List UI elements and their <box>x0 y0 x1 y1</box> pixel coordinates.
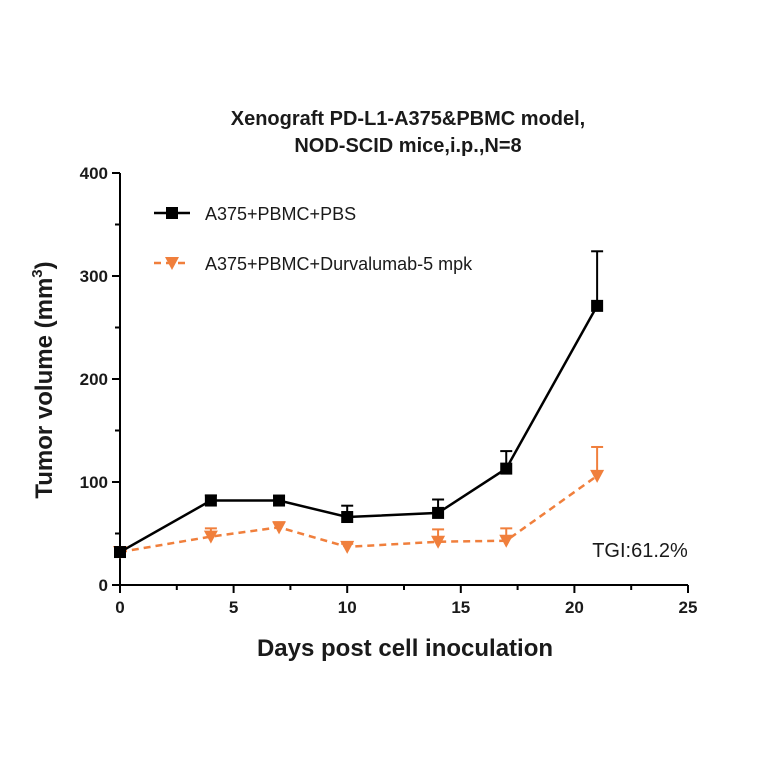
data-point <box>204 494 217 507</box>
series-1 <box>113 445 605 560</box>
legend-marker <box>165 257 179 270</box>
y-tick-label: 0 <box>99 576 108 595</box>
series-line <box>119 474 598 554</box>
chart-title-line-1: Xenograft PD-L1-A375&PBMC model, <box>231 108 586 130</box>
y-axis-title-superscript: 3 <box>29 269 46 277</box>
x-tick-label: 0 <box>115 598 124 617</box>
data-point <box>203 530 218 544</box>
y-tick-label: 300 <box>80 267 108 286</box>
y-tick-label: 200 <box>80 370 108 389</box>
chart-title-line-2: NOD-SCID mice,i.p.,N=8 <box>294 135 521 157</box>
x-tick-label: 15 <box>451 598 470 617</box>
legend-marker <box>166 207 178 219</box>
y-axis-title: Tumor volume (mm3) <box>29 261 58 498</box>
legend-item-1: A375+PBMC+Durvalumab-5 mpk <box>154 254 473 274</box>
data-point <box>273 494 286 507</box>
x-tick-label: 25 <box>679 598 698 617</box>
legend-item-0: A375+PBMC+PBS <box>154 204 356 224</box>
series-layer <box>113 250 605 560</box>
y-axis-title-main: Tumor volume (mm <box>31 278 58 499</box>
x-tick-label: 20 <box>565 598 584 617</box>
data-point <box>590 469 605 483</box>
series-line <box>119 305 599 554</box>
axes: 0 100 200 300 400 0 5 10 15 20 25 <box>80 164 698 617</box>
data-point <box>500 462 513 475</box>
x-tick-label: 10 <box>338 598 357 617</box>
data-point <box>114 546 126 559</box>
series-0 <box>114 250 604 559</box>
x-axis-title: Days post cell inoculation <box>257 635 553 662</box>
legend-label: A375+PBMC+PBS <box>205 204 356 224</box>
tgi-annotation: TGI:61.2% <box>592 540 688 562</box>
y-tick-label: 100 <box>80 473 108 492</box>
y-axis-title-close: ) <box>31 261 58 269</box>
data-point <box>591 299 604 312</box>
data-point <box>340 540 355 554</box>
x-tick-label: 5 <box>229 598 238 617</box>
data-point <box>272 521 287 535</box>
data-point <box>499 534 514 548</box>
y-tick-label: 400 <box>80 164 108 183</box>
legend: A375+PBMC+PBS A375+PBMC+Durvalumab-5 mpk <box>154 204 473 274</box>
legend-label: A375+PBMC+Durvalumab-5 mpk <box>205 254 473 274</box>
data-point <box>341 511 354 524</box>
data-point <box>432 506 445 519</box>
data-point <box>431 535 446 549</box>
